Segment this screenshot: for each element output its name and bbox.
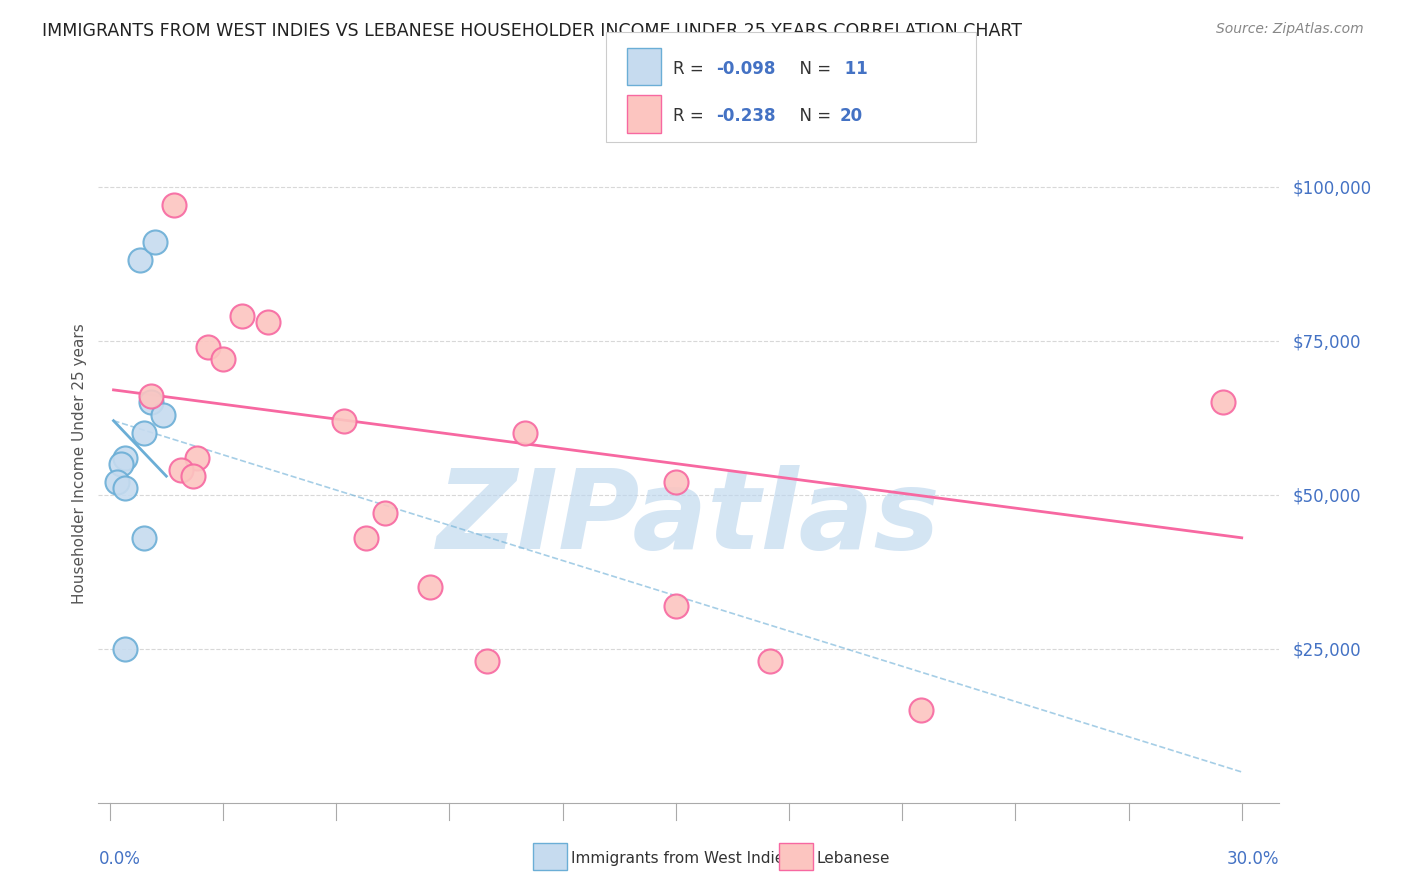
Point [759,654,782,668]
Point [186,450,208,465]
Text: -0.238: -0.238 [716,107,775,125]
Point [197,340,219,354]
Text: Immigrants from West Indies: Immigrants from West Indies [571,851,792,865]
Point [374,506,396,520]
Point [105,475,128,490]
Point [513,425,536,440]
Point [910,703,932,717]
Text: ZIPatlas: ZIPatlas [437,465,941,572]
Point [665,475,688,490]
Point [1212,395,1234,409]
Point [132,531,155,545]
Point [181,469,204,483]
Point [475,654,498,668]
Point [163,198,186,212]
Point [665,599,688,613]
Point [114,482,136,496]
Text: 30.0%: 30.0% [1227,850,1279,868]
Point [129,253,152,268]
Point [212,352,235,367]
Point [257,315,280,329]
Text: Lebanese: Lebanese [817,851,890,865]
Point [152,408,174,422]
Point [114,641,136,656]
Y-axis label: Householder Income Under 25 years: Householder Income Under 25 years [72,324,87,604]
Point [170,463,193,477]
Text: N =: N = [789,60,837,78]
Text: R =: R = [673,60,710,78]
Text: N =: N = [789,107,837,125]
Point [141,395,163,409]
Point [143,235,166,249]
Point [132,425,155,440]
Text: 0.0%: 0.0% [98,850,141,868]
Point [141,389,163,403]
Text: 11: 11 [839,60,868,78]
Point [231,309,253,323]
Text: IMMIGRANTS FROM WEST INDIES VS LEBANESE HOUSEHOLDER INCOME UNDER 25 YEARS CORREL: IMMIGRANTS FROM WEST INDIES VS LEBANESE … [42,22,1022,40]
Text: R =: R = [673,107,710,125]
Point [419,580,441,594]
Point [110,457,132,471]
Point [332,414,354,428]
Text: -0.098: -0.098 [716,60,775,78]
Point [114,450,136,465]
Point [356,531,378,545]
Text: Source: ZipAtlas.com: Source: ZipAtlas.com [1216,22,1364,37]
Text: 20: 20 [839,107,862,125]
